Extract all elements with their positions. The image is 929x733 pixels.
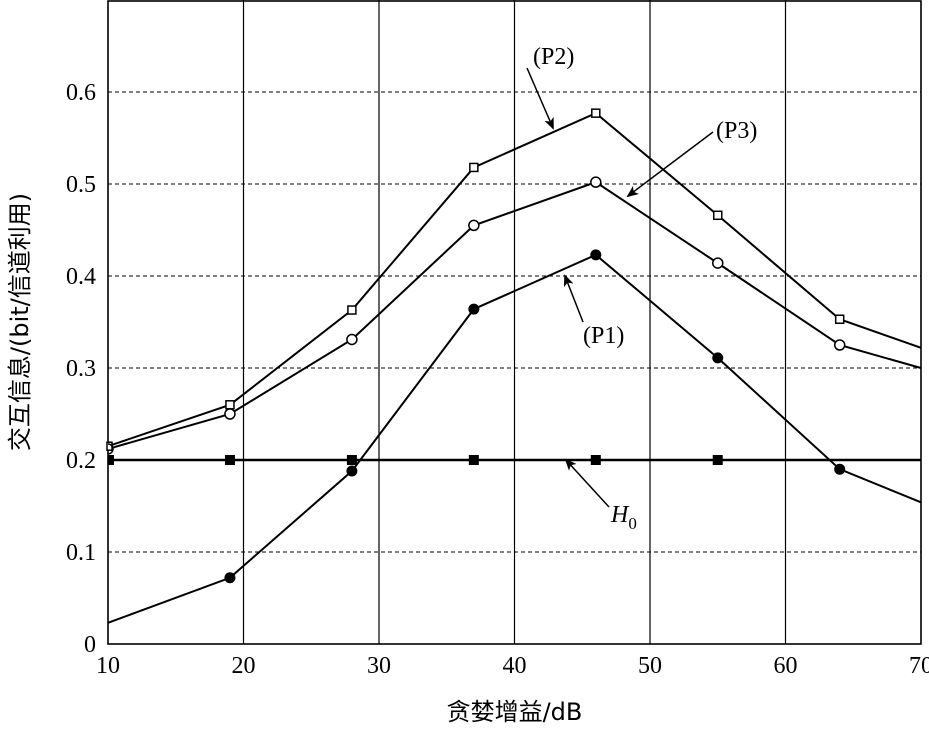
data-point-p1 xyxy=(468,303,480,315)
data-point-p3 xyxy=(468,219,480,232)
data-point-p2 xyxy=(591,108,601,118)
annotation-arrow-p2 xyxy=(526,67,554,130)
data-point-p3 xyxy=(712,257,724,269)
data-point-h0 xyxy=(108,455,114,465)
data-point-p2 xyxy=(834,314,845,324)
data-point-p3 xyxy=(224,408,236,420)
x-tick-label: 60 xyxy=(774,653,798,679)
annotation-label-h0: H0 xyxy=(610,502,637,533)
series-layer xyxy=(106,108,922,624)
y-tick-label: 0 xyxy=(84,632,96,658)
y-tick-label: 0.3 xyxy=(66,356,96,382)
x-tick-label: 50 xyxy=(638,653,662,679)
x-tick-label: 70 xyxy=(909,653,929,679)
data-point-p1 xyxy=(590,249,602,261)
x-tick-label: 10 xyxy=(96,653,120,679)
annotations: (P2) (P3) (P1) H0 xyxy=(526,44,757,533)
y-axis-ticks: 0 0.1 0.2 0.3 0.4 0.5 0.6 xyxy=(66,80,96,658)
x-tick-label: 20 xyxy=(232,653,256,679)
y-tick-label: 0.6 xyxy=(66,80,96,106)
annotation-arrow-p3 xyxy=(626,131,714,198)
annotation-label-p3: (P3) xyxy=(716,118,757,144)
data-point-p1 xyxy=(834,463,846,475)
data-point-p1 xyxy=(224,572,236,584)
data-point-h0 xyxy=(468,455,479,465)
plot-frame xyxy=(107,0,922,645)
series-line-p2 xyxy=(107,111,922,448)
series-line-p3 xyxy=(107,181,922,450)
data-point-h0 xyxy=(346,455,357,465)
data-point-p3 xyxy=(346,333,358,346)
data-point-p1 xyxy=(712,352,724,364)
annotation-label-p2: (P2) xyxy=(533,44,574,70)
data-point-p3 xyxy=(833,339,846,351)
data-point-h0 xyxy=(590,455,601,465)
grid xyxy=(108,0,921,644)
y-axis-label: 交互信息/(bit/信道利用) xyxy=(6,193,34,451)
data-point-p2 xyxy=(469,162,479,173)
annotation-arrow-h0 xyxy=(564,458,610,508)
y-tick-label: 0.2 xyxy=(66,448,96,474)
data-point-h0 xyxy=(224,455,235,465)
data-point-p3 xyxy=(590,176,602,188)
annotation-label-p1: (P1) xyxy=(583,323,624,349)
data-point-p2 xyxy=(713,210,723,221)
y-tick-label: 0.1 xyxy=(66,540,96,566)
x-tick-label: 40 xyxy=(503,653,527,679)
y-tick-label: 0.5 xyxy=(66,172,96,198)
x-axis-ticks: 10 20 30 40 50 60 70 xyxy=(96,653,929,679)
data-point-p3 xyxy=(107,443,114,455)
x-tick-label: 30 xyxy=(367,653,391,679)
x-axis-label: 贪婪增益/dB xyxy=(447,698,583,726)
data-point-p2 xyxy=(347,305,357,315)
data-point-p2 xyxy=(225,400,235,410)
data-point-p1 xyxy=(346,465,358,477)
y-tick-label: 0.4 xyxy=(66,264,96,290)
data-point-h0 xyxy=(712,455,723,465)
series-line-p1 xyxy=(107,253,922,624)
annotation-arrow-p1 xyxy=(563,274,584,323)
